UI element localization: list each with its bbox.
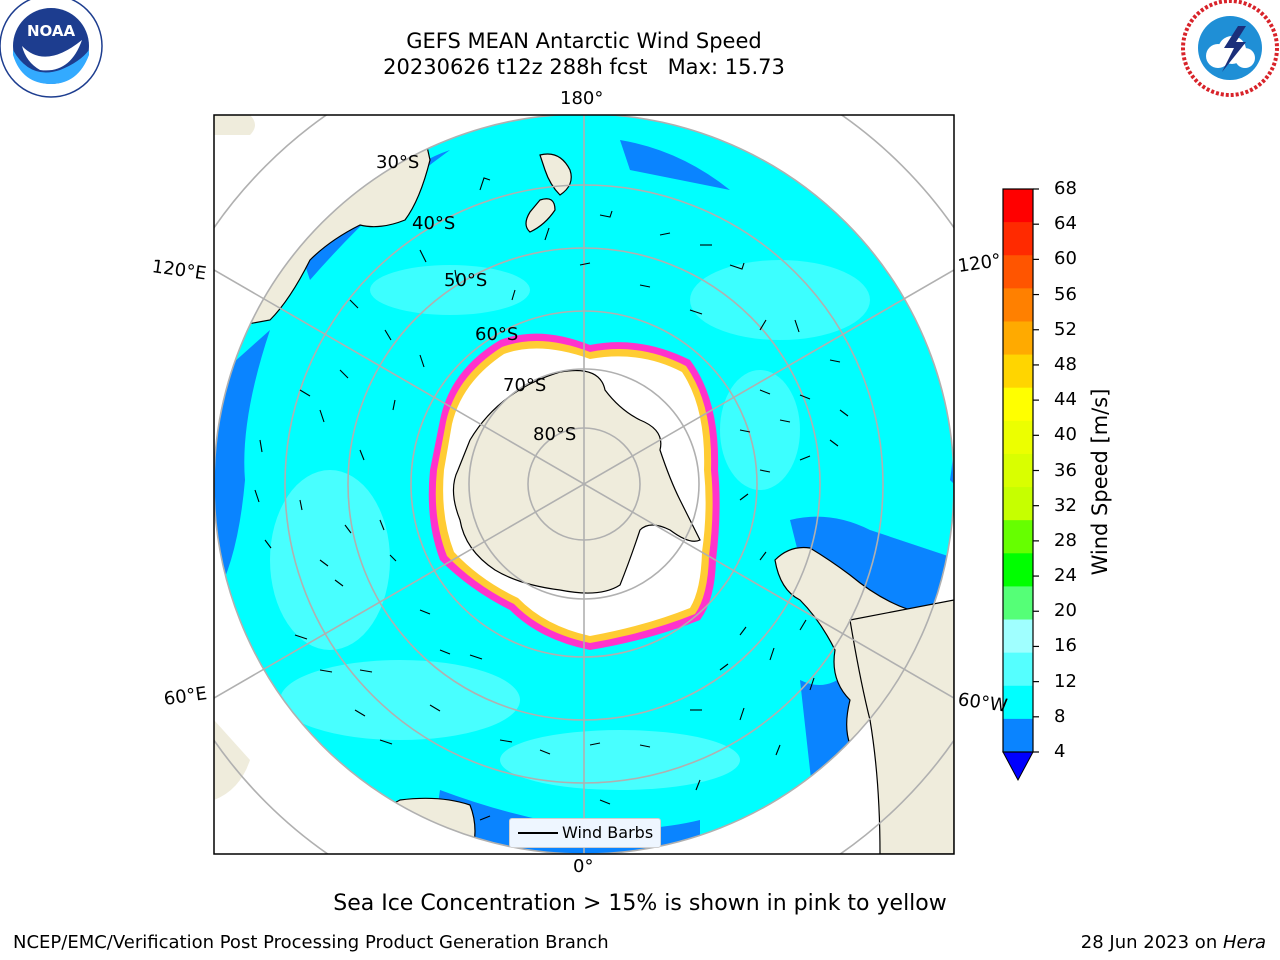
colorbar-tick-label: 52 bbox=[1054, 318, 1077, 340]
colorbar-tick-label: 56 bbox=[1054, 283, 1077, 305]
legend: Wind Barbs bbox=[509, 818, 661, 848]
antarctica-land bbox=[452, 369, 701, 594]
sea-ice-note: Sea Ice Concentration > 15% is shown in … bbox=[333, 891, 947, 916]
colorbar-tick-label: 60 bbox=[1054, 248, 1077, 270]
colorbar-block bbox=[1003, 288, 1033, 322]
colorbar-tick-label: 24 bbox=[1054, 565, 1077, 587]
colorbar-block bbox=[1003, 255, 1033, 289]
graticule bbox=[214, 115, 954, 854]
lat-label-50s: 50°S bbox=[444, 270, 488, 291]
colorbar-block bbox=[1003, 652, 1033, 687]
colorbar-tick-label: 68 bbox=[1054, 178, 1077, 199]
footer-host: Hera bbox=[1222, 932, 1266, 953]
lat-label-40s: 40°S bbox=[412, 213, 456, 234]
footer-date-text: 28 Jun 2023 on bbox=[1080, 932, 1223, 953]
colorbar-tick-label: 40 bbox=[1054, 424, 1077, 446]
lat-label-60s: 60°S bbox=[475, 324, 519, 345]
colorbar-tick-label: 12 bbox=[1054, 670, 1077, 692]
colorbar-tick-label: 16 bbox=[1054, 635, 1077, 657]
footer-credit: NCEP/EMC/Verification Post Processing Pr… bbox=[13, 932, 609, 953]
colorbar-extend-arrow bbox=[1002, 751, 1034, 782]
legend-label: Wind Barbs bbox=[562, 823, 654, 842]
colorbar-block bbox=[1003, 321, 1033, 356]
colorbar-tick-label: 64 bbox=[1054, 213, 1077, 235]
map-frame bbox=[213, 114, 955, 855]
colorbar-tick-label: 36 bbox=[1054, 459, 1077, 481]
footer-date: 28 Jun 2023 on Hera bbox=[1081, 932, 1266, 953]
legend-wind-barb-line bbox=[518, 832, 558, 834]
colorbar-tick-label: 8 bbox=[1054, 705, 1066, 727]
colorbar-block bbox=[1003, 718, 1033, 753]
map-title: GEFS MEAN Antarctic Wind Speed bbox=[406, 29, 762, 53]
colorbar-block bbox=[1003, 685, 1033, 720]
lat-label-70s: 70°S bbox=[503, 375, 547, 396]
map-area bbox=[214, 115, 954, 854]
colorbar-tick-label: 20 bbox=[1054, 600, 1077, 622]
noaa-logo-text: NOAA bbox=[27, 22, 76, 40]
colorbar-block bbox=[1003, 487, 1033, 521]
colorbar bbox=[1002, 188, 1039, 782]
map-subtitle: 20230626 t12z 288h fcst Max: 15.73 bbox=[383, 55, 785, 79]
lon-label-bottom: 0° bbox=[573, 856, 594, 877]
colorbar-tick-label: 44 bbox=[1054, 389, 1077, 411]
noaa-logo: NOAA bbox=[0, 0, 103, 98]
colorbar-block bbox=[1003, 619, 1033, 654]
nws-logo bbox=[1181, 0, 1279, 97]
colorbar-block bbox=[1003, 453, 1033, 488]
colorbar-block bbox=[1003, 354, 1033, 389]
colorbar-block bbox=[1003, 520, 1033, 554]
colorbar-block bbox=[1003, 189, 1033, 223]
lat-label-30s: 30°S bbox=[376, 152, 420, 173]
wind-barbs bbox=[254, 177, 849, 821]
colorbar-tick-label: 48 bbox=[1054, 353, 1077, 375]
colorbar-tick-label: 4 bbox=[1054, 741, 1066, 762]
colorbar-block bbox=[1003, 222, 1033, 256]
colorbar-tick-label: 28 bbox=[1054, 529, 1077, 551]
new-zealand-south bbox=[525, 198, 556, 233]
colorbar-block bbox=[1003, 553, 1033, 587]
colorbar-tick-label: 32 bbox=[1054, 494, 1077, 516]
lat-label-80s: 80°S bbox=[533, 424, 577, 445]
colorbar-block bbox=[1003, 387, 1033, 422]
colorbar-block bbox=[1003, 586, 1033, 621]
lon-label-top: 180° bbox=[560, 88, 604, 109]
colorbar-label: Wind Speed [m/s] bbox=[1088, 388, 1112, 576]
colorbar-block bbox=[1003, 420, 1033, 455]
